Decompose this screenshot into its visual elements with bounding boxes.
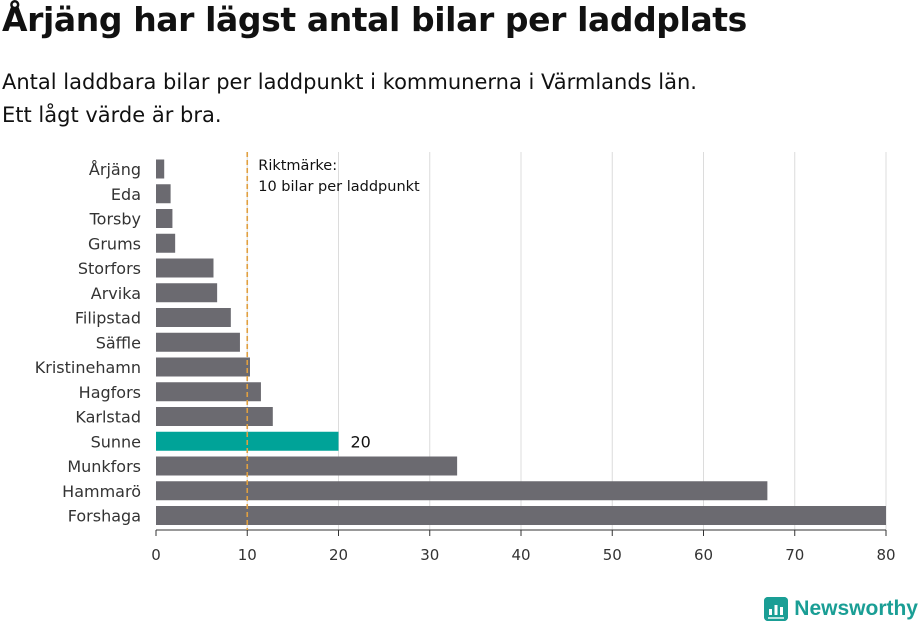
chart-subtitle: Antal laddbara bilar per laddpunkt i kom… xyxy=(2,66,697,132)
bar[interactable] xyxy=(156,233,176,253)
category-label: Hagfors xyxy=(79,383,141,402)
reference-label-line-1: Riktmärke: xyxy=(258,158,337,174)
x-tick-label: 70 xyxy=(785,546,804,564)
bar[interactable] xyxy=(156,159,165,179)
subtitle-line-2: Ett lågt värde är bra. xyxy=(2,103,222,127)
x-axis-ticks: 0 10 20 30 40 50 60 70 80 xyxy=(151,529,896,564)
category-label: Arvika xyxy=(91,284,141,303)
bar[interactable] xyxy=(156,407,273,426)
category-label: Storfors xyxy=(78,259,141,278)
annotations: 20 xyxy=(351,432,371,451)
category-label: Årjäng xyxy=(89,160,141,179)
bar[interactable] xyxy=(156,283,218,303)
bar[interactable] xyxy=(156,456,458,476)
category-label: Sunne xyxy=(91,432,141,451)
x-tick-label: 80 xyxy=(876,546,895,564)
reference-line-group: Riktmärke: 10 bilar per laddpunkt xyxy=(246,152,420,530)
x-tick-label: 0 xyxy=(151,546,161,564)
category-label: Säffle xyxy=(96,333,141,352)
category-label: Torsby xyxy=(89,210,141,229)
x-tick-label: 10 xyxy=(238,546,257,564)
bar[interactable] xyxy=(156,184,171,204)
bar[interactable] xyxy=(156,481,768,501)
bar[interactable] xyxy=(156,506,886,525)
data-label-highlight: 20 xyxy=(351,432,371,451)
category-labels: Årjäng Eda Torsby Grums Storfors Arvika Filips… xyxy=(35,160,141,526)
x-tick-label: 50 xyxy=(603,546,622,564)
category-label: Grums xyxy=(88,234,141,253)
category-label: Forshaga xyxy=(68,507,141,526)
bar[interactable] xyxy=(156,357,250,377)
bar[interactable] xyxy=(156,332,240,352)
x-tick-label: 20 xyxy=(329,546,348,564)
x-tick-label: 40 xyxy=(511,546,530,564)
category-label: Munkfors xyxy=(67,457,141,476)
bar[interactable] xyxy=(156,308,231,327)
newsworthy-logo[interactable]: Newsworthy xyxy=(764,597,918,621)
category-label: Hammarö xyxy=(62,482,141,501)
newsworthy-logo-icon xyxy=(764,597,789,621)
bar[interactable] xyxy=(156,209,173,228)
brand-name: Newsworthy xyxy=(794,597,918,620)
x-tick-label: 30 xyxy=(420,546,439,564)
category-label: Filipstad xyxy=(75,309,141,328)
reference-label-line-2: 10 bilar per laddpunkt xyxy=(258,179,420,195)
bar[interactable] xyxy=(156,382,261,402)
x-tick-label: 60 xyxy=(694,546,713,564)
bars xyxy=(156,159,886,525)
category-label: Eda xyxy=(111,185,141,204)
chart-title: Årjäng har lägst antal bilar per laddpla… xyxy=(2,0,747,39)
subtitle-line-1: Antal laddbara bilar per laddpunkt i kom… xyxy=(2,70,697,94)
category-label: Karlstad xyxy=(75,408,141,427)
bar[interactable] xyxy=(156,258,214,278)
category-label: Kristinehamn xyxy=(35,358,141,377)
